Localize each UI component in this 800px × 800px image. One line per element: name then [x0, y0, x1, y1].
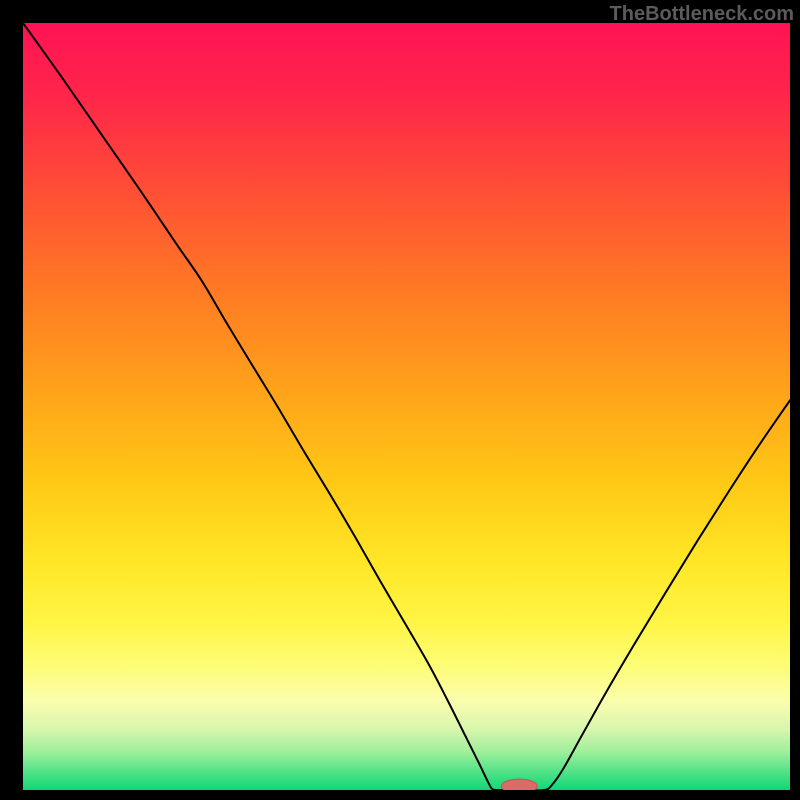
watermark-text: TheBottleneck.com	[610, 3, 794, 26]
chart-container: TheBottleneck.com	[0, 0, 800, 800]
optimal-point-marker	[501, 779, 537, 793]
bottleneck-curve-layer	[0, 0, 800, 800]
bottleneck-curve	[23, 23, 790, 790]
